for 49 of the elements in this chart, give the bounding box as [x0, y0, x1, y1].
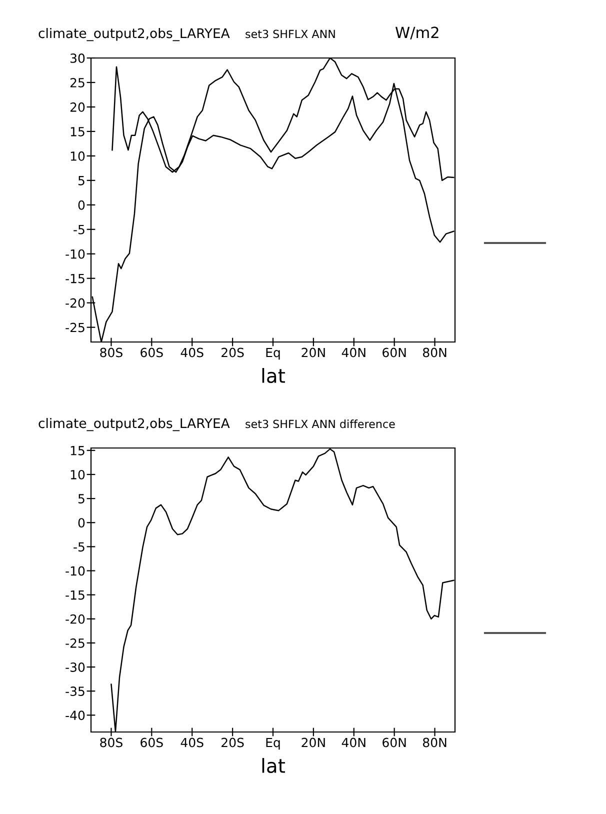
x-tick-label: 40S	[180, 348, 204, 358]
y-tick-label: -10	[66, 249, 85, 259]
y-tick-label: -35	[66, 686, 84, 696]
x-tick-label: 80N	[422, 738, 446, 748]
y-tick-label: -10	[66, 566, 85, 576]
x-tick-label: 60S	[140, 738, 163, 748]
x-tick-label: Eq	[266, 738, 280, 750]
x-tick-label: 80S	[100, 348, 122, 358]
y-tick-label: 10	[70, 151, 85, 161]
x-tick-label: 20S	[222, 738, 244, 748]
y-tick-label: -20	[66, 298, 85, 308]
y-tick-label: 10	[70, 470, 85, 480]
chart-subtitle: set3 SHFLX ANN	[246, 30, 335, 38]
y-tick-label: 30	[70, 53, 85, 63]
x-tick-label: 40S	[180, 738, 204, 748]
y-tick-label: -25	[66, 322, 84, 332]
x-tick-label: Eq	[266, 348, 280, 360]
x-tick-label: 20N	[302, 738, 325, 748]
chart-title: climate_output2,obs_LARYEA	[38, 28, 230, 42]
y-tick-label: -15	[66, 590, 84, 600]
y-tick-label: 15	[70, 446, 84, 456]
y-tick-label: 20	[70, 102, 85, 112]
x-axis-title: lat	[262, 368, 286, 384]
x-tick-label: 60S	[140, 348, 163, 358]
y-tick-label: -5	[74, 225, 84, 234]
x-tick-label: 60N	[382, 738, 406, 748]
x-tick-label: 40N	[342, 738, 366, 748]
x-axis-title: lat	[262, 758, 286, 774]
y-tick-label: 0	[78, 518, 85, 528]
y-tick-label: -25	[66, 638, 84, 648]
y-tick-label: 25	[70, 78, 84, 88]
x-tick-label: 60N	[382, 348, 406, 358]
x-tick-label: 40N	[342, 348, 366, 358]
y-tick-label: -30	[66, 662, 85, 672]
x-tick-label: 80N	[422, 348, 446, 358]
y-tick-label: 5	[78, 176, 84, 186]
chart-subtitle: set3 SHFLX ANN difference	[246, 420, 395, 428]
x-tick-label: 80S	[100, 738, 122, 748]
y-tick-label: 5	[78, 494, 84, 504]
y-tick-label: 15	[70, 127, 84, 136]
y-tick-label: -15	[66, 274, 84, 284]
text: W/m2	[396, 26, 438, 40]
y-tick-label: -20	[66, 614, 85, 624]
y-tick-label: -40	[66, 710, 85, 720]
x-tick-label: 20N	[302, 348, 325, 358]
y-tick-label: -5	[74, 542, 84, 552]
chart-title: climate_output2,obs_LARYEA	[38, 418, 230, 432]
y-tick-label: 0	[78, 200, 85, 210]
x-tick-label: 20S	[222, 348, 244, 358]
